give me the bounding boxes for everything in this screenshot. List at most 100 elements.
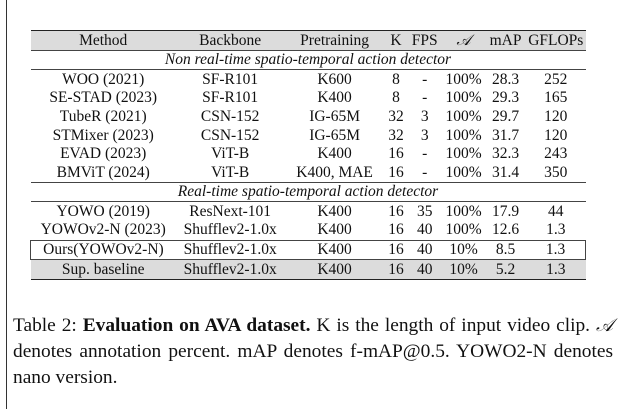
cell-fps: 40 <box>416 221 433 239</box>
table-row: STMixer (2023) CSN-152 IG-65M 32 3 100% … <box>31 126 586 145</box>
cell-annotation: 10% <box>442 259 486 280</box>
cell-fps: - <box>422 70 428 88</box>
cell-pretraining: IG-65M <box>309 126 360 144</box>
cell-gflops: 1.3 <box>526 239 587 261</box>
table-row: WOO (2021) SF-R101 K600 8 - 100% 28.3 25… <box>31 70 586 89</box>
cell-k: 32 <box>388 107 404 125</box>
cell-map: 5.2 <box>485 259 527 280</box>
page-left-rule <box>6 0 7 409</box>
table-caption: Table 2: Evaluation on AVA dataset. K is… <box>13 313 613 391</box>
cell-map: 12.6 <box>492 221 520 239</box>
col-header-method: Method <box>79 31 128 49</box>
cell-k: 16 <box>388 221 404 239</box>
cell-k: 16 <box>388 202 404 220</box>
table-row: BMViT (2024) ViT-B K400, MAE 16 - 100% 3… <box>31 163 586 182</box>
cell-gflops: 1.3 <box>546 221 566 239</box>
col-header-fps: FPS <box>411 31 438 49</box>
cell-method: Ours(YOWOv2-N) <box>29 239 176 261</box>
cell-method: YOWO (2019) <box>56 202 150 220</box>
cell-gflops: 44 <box>548 202 564 220</box>
cell-k: 8 <box>392 89 400 107</box>
table-row-ours: Ours(YOWOv2-N) Shufflev2-1.0x K400 16 40… <box>29 239 587 261</box>
caption-annotation-symbol: 𝒜 <box>595 315 613 336</box>
cell-backbone: Shufflev2-1.0x <box>183 221 277 239</box>
cell-backbone: ViT-B <box>211 163 250 181</box>
cell-map: 29.7 <box>492 107 520 125</box>
cell-k: 8 <box>392 70 400 88</box>
cell-fps: 3 <box>420 107 429 125</box>
cell-pretraining: K400, MAE <box>296 163 373 181</box>
cell-fps: - <box>422 145 428 163</box>
cell-backbone: ViT-B <box>211 145 250 163</box>
col-header-backbone: Backbone <box>199 31 262 49</box>
cell-annotation: 100% <box>445 145 482 163</box>
cell-method: WOO (2021) <box>62 70 145 88</box>
section-row-realtime: Real-time spatio-temporal action detecto… <box>30 181 586 203</box>
cell-backbone: SF-R101 <box>202 70 259 88</box>
cell-backbone: Shufflev2-1.0x <box>175 259 285 280</box>
cell-backbone: CSN-152 <box>200 126 260 144</box>
cell-pretraining: K400 <box>284 239 385 261</box>
table-row-baseline: Sup. baseline Shufflev2-1.0x K400 16 40 … <box>30 259 586 280</box>
cell-gflops: 120 <box>544 126 568 144</box>
cell-gflops: 165 <box>544 89 568 107</box>
cell-gflops: 350 <box>544 163 568 181</box>
col-header-map: mAP <box>489 31 522 49</box>
section-label-realtime: Real-time spatio-temporal action detecto… <box>30 181 586 203</box>
cell-annotation: 100% <box>445 126 482 144</box>
cell-k: 16 <box>384 239 408 261</box>
cell-pretraining: K400 <box>317 221 352 239</box>
cell-method: YOWOv2-N (2023) <box>40 221 166 239</box>
cell-gflops: 1.3 <box>526 259 586 280</box>
table-row: TubeR (2021) CSN-152 IG-65M 32 3 100% 29… <box>31 107 586 126</box>
cell-map: 29.3 <box>492 89 520 107</box>
cell-fps: 40 <box>407 259 443 280</box>
cell-k: 16 <box>388 145 404 163</box>
cell-method: TubeR (2021) <box>59 107 147 125</box>
cell-annotation: 100% <box>445 202 482 220</box>
col-header-k: K <box>390 31 402 49</box>
caption-title: Evaluation on AVA dataset. <box>82 315 311 336</box>
caption-text-1: K is the length of input video clip. <box>310 315 596 336</box>
cell-fps: - <box>422 163 428 181</box>
cell-method: EVAD (2023) <box>60 145 147 163</box>
cell-annotation: 100% <box>445 221 482 239</box>
section-label-non-realtime: Non real-time spatio-temporal action det… <box>30 50 586 71</box>
cell-gflops: 120 <box>544 107 568 125</box>
cell-map: 8.5 <box>485 239 527 261</box>
table-row: YOWO (2019) ResNext-101 K400 16 35 100% … <box>31 202 586 221</box>
cell-k: 16 <box>388 163 404 181</box>
cell-annotation: 100% <box>445 107 482 125</box>
cell-method: BMViT (2024) <box>56 163 150 181</box>
cell-fps: 3 <box>420 126 429 144</box>
cell-pretraining: K400 <box>317 89 352 107</box>
cell-map: 28.3 <box>492 70 520 88</box>
table-row: YOWOv2-N (2023) Shufflev2-1.0x K400 16 4… <box>31 221 586 240</box>
cell-gflops: 243 <box>544 145 568 163</box>
cell-fps: 35 <box>416 202 433 220</box>
cell-method: STMixer (2023) <box>52 126 154 144</box>
cell-k: 32 <box>388 126 404 144</box>
section-row-non-realtime: Non real-time spatio-temporal action det… <box>30 50 586 71</box>
cell-map: 32.3 <box>492 145 520 163</box>
col-header-gflops: GFLOPs <box>528 31 584 49</box>
cell-map: 31.7 <box>492 126 520 144</box>
col-header-pretraining: Pretraining <box>300 31 370 49</box>
results-table: Method Backbone Pretraining K FPS 𝒜 mAP … <box>29 30 587 280</box>
table-row: SE-STAD (2023) SF-R101 K400 8 - 100% 29.… <box>31 89 586 108</box>
cell-pretraining: K400 <box>284 259 385 280</box>
cell-annotation: 100% <box>445 89 482 107</box>
cell-pretraining: IG-65M <box>309 107 360 125</box>
col-header-annotation: 𝒜 <box>456 30 471 49</box>
cell-pretraining: K600 <box>317 70 352 88</box>
cell-map: 17.9 <box>492 202 520 220</box>
cell-map: 31.4 <box>492 163 520 181</box>
cell-backbone: Shufflev2-1.0x <box>175 239 285 261</box>
cell-backbone: ResNext-101 <box>189 202 272 220</box>
cell-k: 16 <box>384 259 408 280</box>
cell-method: Sup. baseline <box>30 259 176 280</box>
cell-backbone: CSN-152 <box>200 107 260 125</box>
caption-text-2: denotes annotation percent. mAP denotes … <box>13 341 613 388</box>
cell-method: SE-STAD (2023) <box>49 89 158 107</box>
cell-gflops: 252 <box>544 70 568 88</box>
